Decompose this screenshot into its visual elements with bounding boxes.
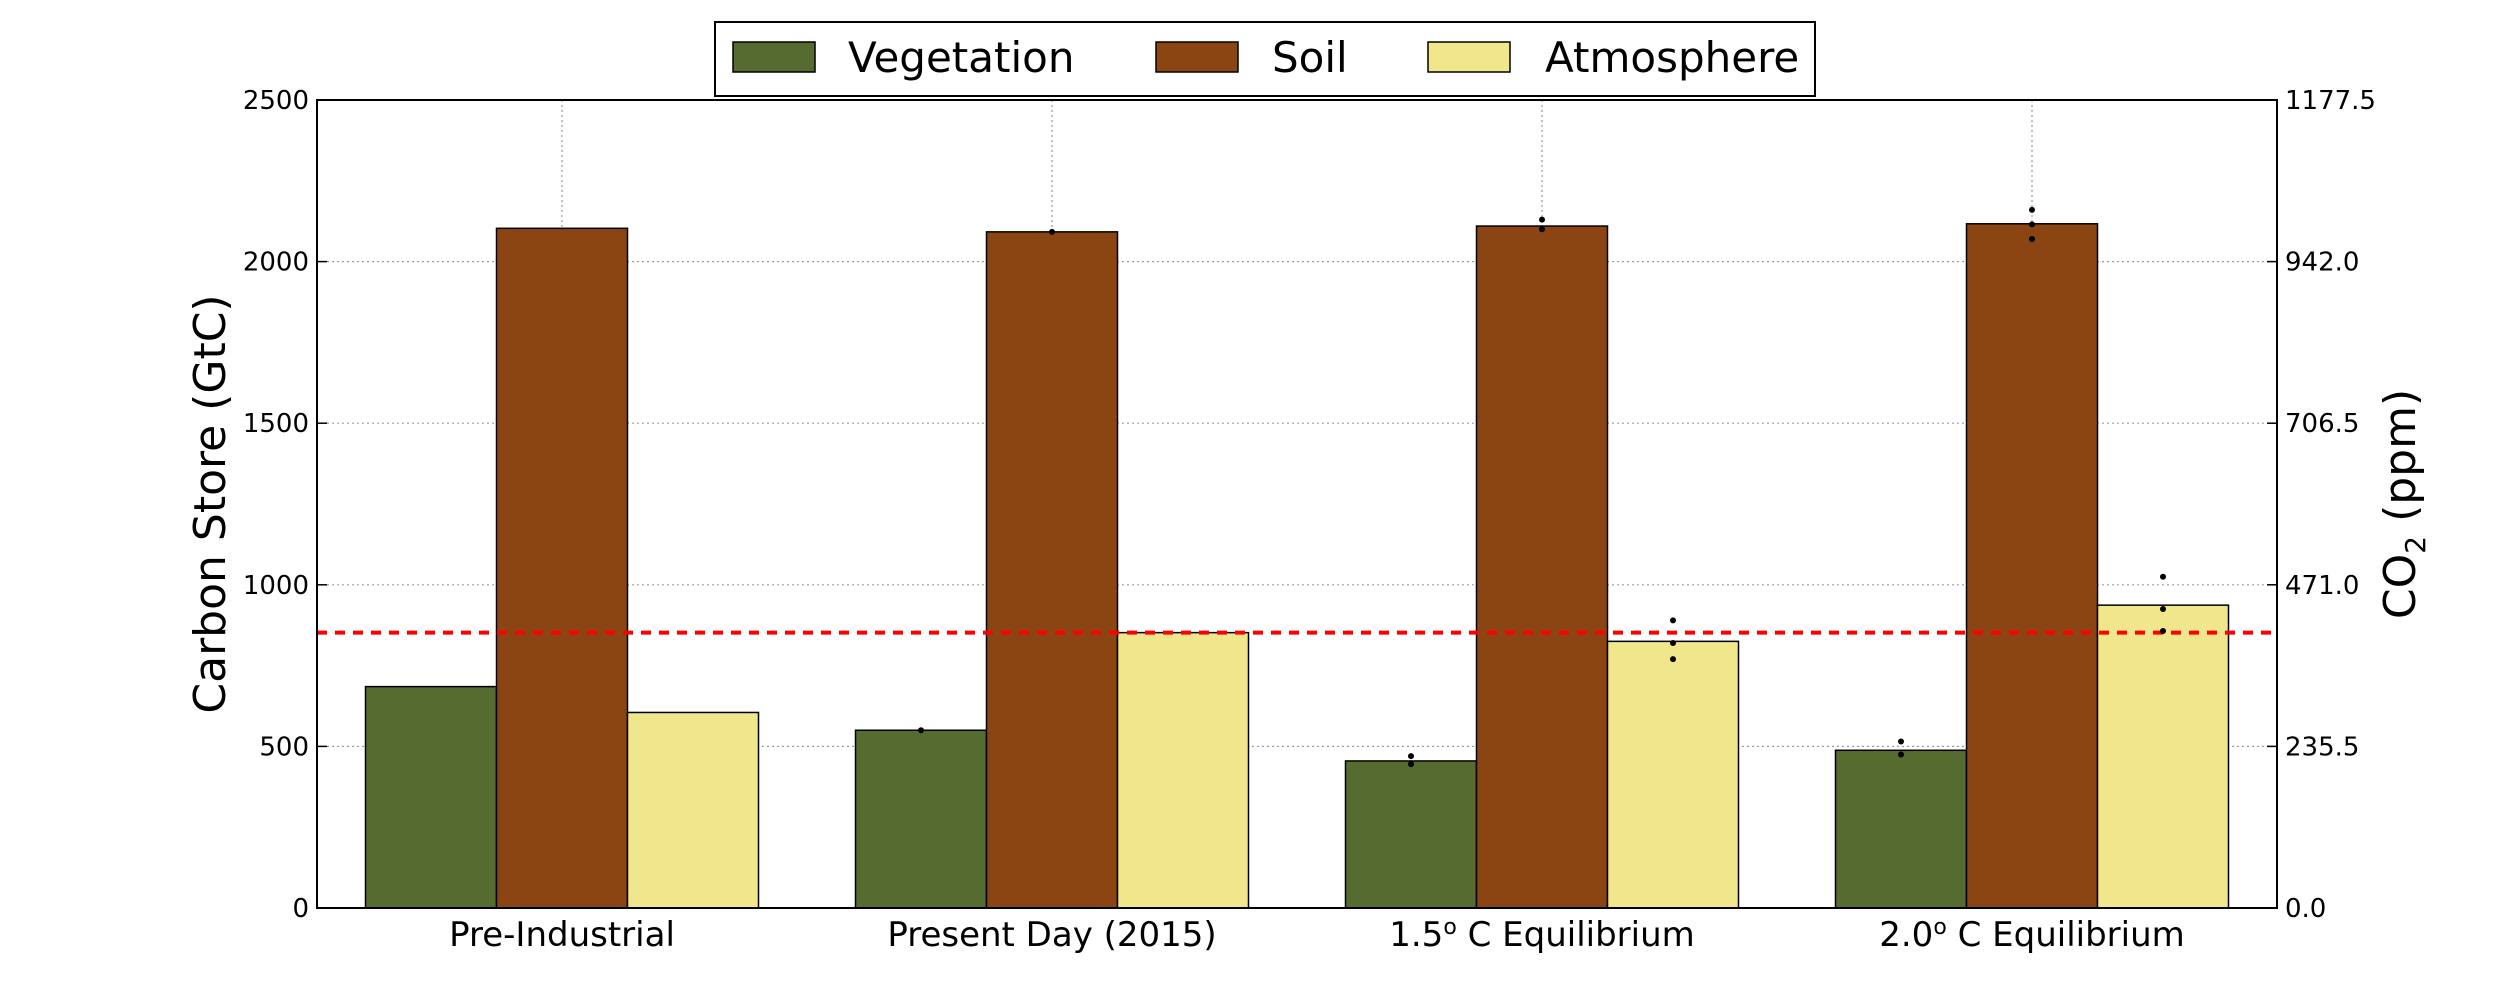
ensemble-point: [1898, 738, 1904, 745]
ensemble-point: [2160, 628, 2166, 635]
x-category-label: Pre-Industrial: [449, 915, 675, 955]
ensemble-point: [1049, 228, 1055, 235]
ensemble-point: [1539, 226, 1545, 233]
bar-soil-3: [1965, 223, 2099, 909]
x-axis-labels: Pre-Industrial Present Day (2015) 1.5o C E…: [449, 915, 2185, 955]
y2-axis-label-sub: 2: [2399, 536, 2432, 554]
y2-tick-label: 235.5: [2285, 732, 2359, 762]
bar-vegetation-2: [1344, 760, 1478, 909]
y2-tick-label: 471.0: [2285, 571, 2359, 601]
ensemble-point: [1670, 639, 1676, 646]
ensemble-point: [2160, 606, 2166, 613]
y-axis-ticks: 0 500 1000 1500 2000 2500: [243, 86, 327, 924]
bar-soil-2: [1475, 225, 1609, 909]
legend-swatch-atmosphere: [1427, 41, 1511, 73]
y2-tick-label: 706.5: [2285, 409, 2359, 439]
y2-axis-label-main: CO: [2375, 554, 2426, 619]
y2-axis-ticks: 0.0 235.5 471.0 706.5 942.0 1177.5: [2267, 86, 2376, 924]
y2-tick-label: 1177.5: [2285, 86, 2376, 116]
legend-label-atmosphere: Atmosphere: [1545, 33, 1799, 82]
y2-tick-label: 942.0: [2285, 248, 2359, 278]
y2-tick-label: 0.0: [2285, 894, 2326, 924]
bar-atmosphere-2: [1606, 640, 1740, 909]
legend-swatch-soil: [1155, 41, 1239, 73]
bars: [364, 223, 2230, 909]
bar-atmosphere-3: [2096, 604, 2230, 909]
x-category-label: 2.0o C Equilibrium: [1879, 915, 2185, 955]
legend-label-soil: Soil: [1272, 33, 1348, 82]
ensemble-point: [1670, 617, 1676, 624]
y-tick-label: 2000: [243, 248, 309, 278]
ensemble-points: [918, 206, 2166, 768]
plot-frame: [316, 99, 2278, 909]
ensemble-point: [2029, 235, 2035, 242]
legend-swatch-vegetation: [732, 41, 816, 73]
legend-box: [714, 21, 1816, 97]
bar-soil-0: [495, 227, 629, 909]
y2-axis-label: CO2 (ppm): [2375, 389, 2432, 619]
bar-vegetation-0: [364, 685, 498, 909]
x-category-label: Present Day (2015): [887, 915, 1216, 955]
ensemble-point: [1898, 751, 1904, 758]
bar-vegetation-3: [1834, 749, 1968, 909]
y2-axis-label-unit: (ppm): [2375, 389, 2426, 536]
ensemble-point: [2029, 206, 2035, 213]
ensemble-point: [918, 727, 924, 734]
y-axis-label: Carbon Store (GtC): [185, 294, 236, 713]
x-category-label: 1.5o C Equilibrium: [1389, 915, 1695, 955]
ensemble-point: [1408, 753, 1414, 760]
ensemble-point: [1670, 656, 1676, 663]
y-tick-label: 500: [259, 732, 309, 762]
bar-atmosphere-1: [1116, 631, 1250, 909]
y-tick-label: 1000: [243, 571, 309, 601]
y-tick-label: 0: [292, 894, 309, 924]
legend-label-vegetation: Vegetation: [848, 33, 1074, 82]
ensemble-point: [2160, 573, 2166, 580]
ensemble-point: [1408, 761, 1414, 768]
bar-soil-1: [985, 231, 1119, 909]
legend: Vegetation Soil Atmosphere: [714, 21, 1816, 97]
y-tick-label: 2500: [243, 86, 309, 116]
ensemble-point: [1539, 216, 1545, 223]
bar-atmosphere-0: [626, 711, 760, 909]
ensemble-point: [2029, 221, 2035, 228]
bar-vegetation-1: [854, 729, 988, 909]
y-tick-label: 1500: [243, 409, 309, 439]
